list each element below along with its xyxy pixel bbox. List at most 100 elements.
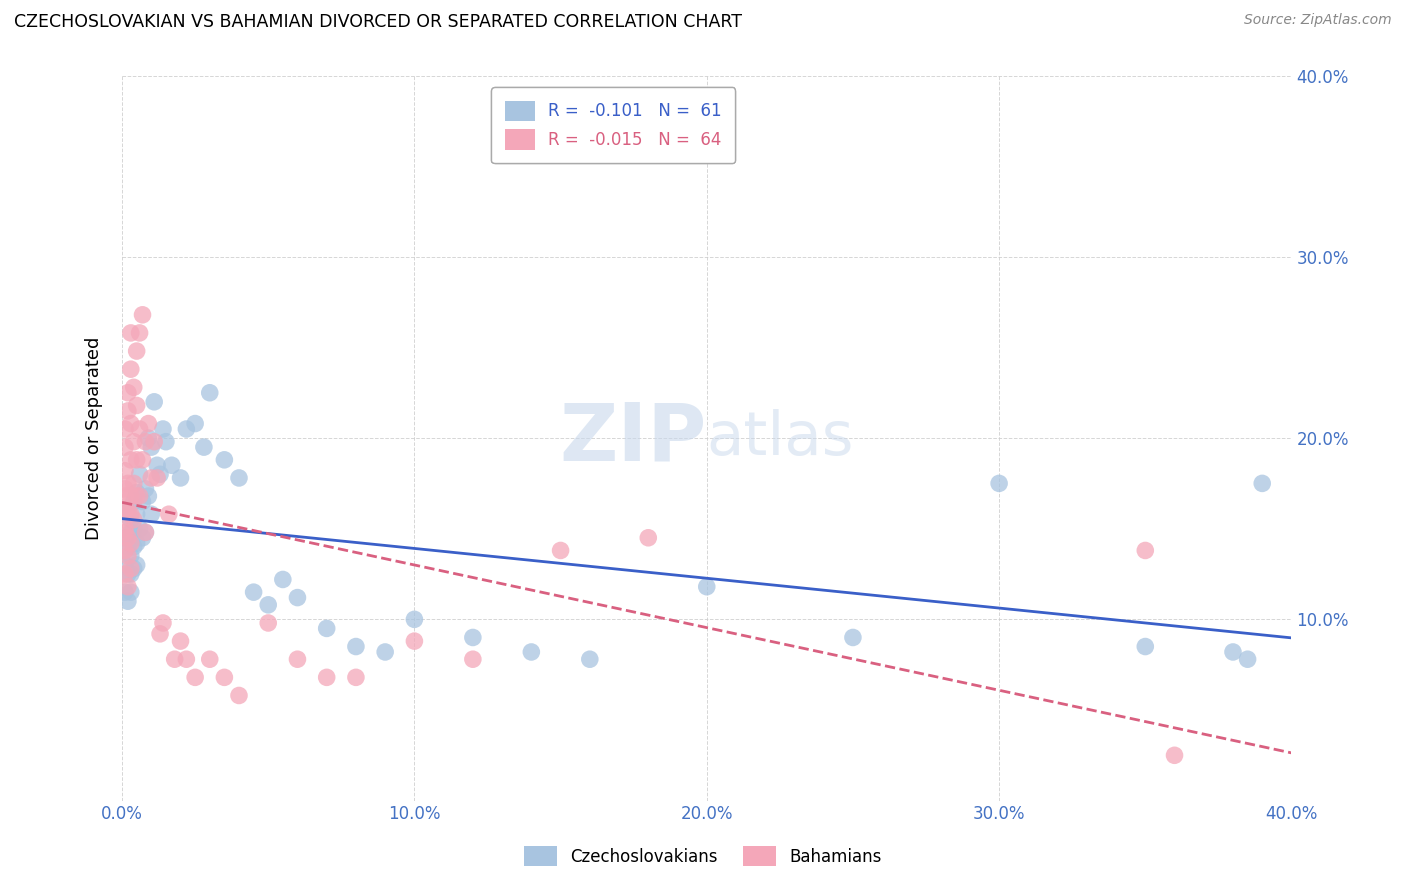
Point xyxy=(131,452,153,467)
Point xyxy=(193,440,215,454)
Point xyxy=(117,503,139,517)
Point xyxy=(114,422,136,436)
Point xyxy=(114,522,136,536)
Point xyxy=(271,573,294,587)
Point xyxy=(1236,652,1258,666)
Text: atlas: atlas xyxy=(707,409,855,467)
Point xyxy=(141,471,163,485)
Point xyxy=(134,525,156,540)
Point xyxy=(149,467,172,482)
Point xyxy=(138,417,160,431)
Point xyxy=(125,558,148,572)
Point xyxy=(125,344,148,359)
Point xyxy=(122,434,145,449)
Point xyxy=(120,417,142,431)
Point xyxy=(143,394,166,409)
Point xyxy=(163,652,186,666)
Point xyxy=(637,531,659,545)
Y-axis label: Divorced or Separated: Divorced or Separated xyxy=(86,336,103,540)
Point xyxy=(134,525,156,540)
Point xyxy=(160,458,183,473)
Point xyxy=(122,540,145,554)
Point xyxy=(131,308,153,322)
Point xyxy=(128,422,150,436)
Point xyxy=(214,452,236,467)
Point xyxy=(122,513,145,527)
Point xyxy=(257,615,280,630)
Point xyxy=(120,549,142,563)
Point xyxy=(122,380,145,394)
Point xyxy=(461,631,484,645)
Point xyxy=(1163,748,1185,763)
Point xyxy=(146,458,169,473)
Point xyxy=(228,471,250,485)
Point xyxy=(120,561,142,575)
Point xyxy=(114,440,136,454)
Legend: Czechoslovakians, Bahamians: Czechoslovakians, Bahamians xyxy=(516,838,890,875)
Point xyxy=(257,598,280,612)
Point xyxy=(125,399,148,413)
Point xyxy=(125,489,148,503)
Point xyxy=(198,652,221,666)
Point xyxy=(315,621,337,635)
Point xyxy=(128,326,150,340)
Point xyxy=(128,467,150,482)
Point xyxy=(520,645,543,659)
Point xyxy=(120,507,142,521)
Point xyxy=(169,634,191,648)
Point xyxy=(578,652,600,666)
Point xyxy=(114,567,136,582)
Point xyxy=(117,404,139,418)
Point xyxy=(117,476,139,491)
Point xyxy=(120,326,142,340)
Point xyxy=(141,440,163,454)
Point xyxy=(117,531,139,545)
Point xyxy=(114,531,136,545)
Point xyxy=(122,494,145,508)
Point xyxy=(114,543,136,558)
Point xyxy=(120,452,142,467)
Point xyxy=(1251,476,1274,491)
Point xyxy=(461,652,484,666)
Point xyxy=(344,670,367,684)
Point xyxy=(120,362,142,376)
Point xyxy=(114,525,136,540)
Point xyxy=(374,645,396,659)
Point xyxy=(228,689,250,703)
Point xyxy=(198,385,221,400)
Point xyxy=(117,594,139,608)
Point xyxy=(120,536,142,550)
Point xyxy=(114,503,136,517)
Point xyxy=(287,591,309,605)
Text: Source: ZipAtlas.com: Source: ZipAtlas.com xyxy=(1244,13,1392,28)
Point xyxy=(128,522,150,536)
Text: CZECHOSLOVAKIAN VS BAHAMIAN DIVORCED OR SEPARATED CORRELATION CHART: CZECHOSLOVAKIAN VS BAHAMIAN DIVORCED OR … xyxy=(14,13,742,31)
Point xyxy=(696,580,718,594)
Point xyxy=(117,540,139,554)
Point xyxy=(988,476,1011,491)
Point xyxy=(114,489,136,503)
Point xyxy=(842,631,865,645)
Point xyxy=(287,652,309,666)
Point xyxy=(344,640,367,654)
Point xyxy=(157,507,180,521)
Point xyxy=(120,525,142,540)
Point xyxy=(120,489,142,503)
Point xyxy=(550,543,572,558)
Point xyxy=(134,434,156,449)
Point xyxy=(169,471,191,485)
Point xyxy=(134,482,156,496)
Point xyxy=(125,507,148,521)
Point xyxy=(1135,543,1157,558)
Point xyxy=(176,652,198,666)
Legend: R =  -0.101   N =  61, R =  -0.015   N =  64: R = -0.101 N = 61, R = -0.015 N = 64 xyxy=(491,87,735,163)
Point xyxy=(184,417,207,431)
Point xyxy=(117,567,139,582)
Point xyxy=(122,561,145,575)
Point xyxy=(117,580,139,594)
Point xyxy=(131,494,153,508)
Point xyxy=(128,489,150,503)
Text: ZIP: ZIP xyxy=(560,399,707,477)
Point xyxy=(146,471,169,485)
Point xyxy=(155,434,177,449)
